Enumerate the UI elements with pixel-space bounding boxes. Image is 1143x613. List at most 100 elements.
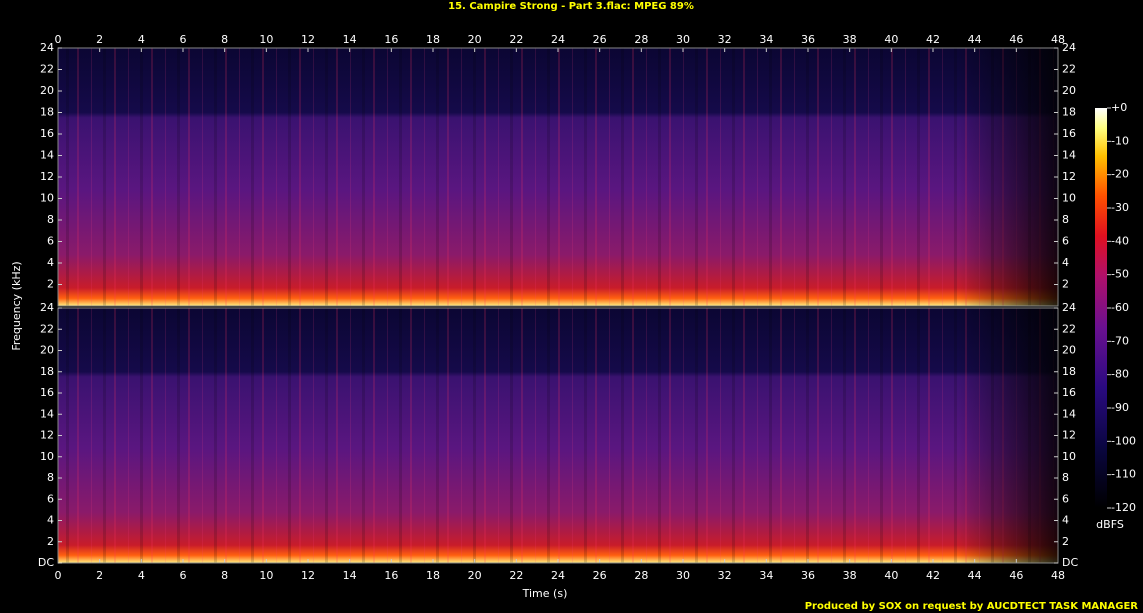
y-tick-label: 10: [1062, 192, 1076, 205]
y-tick-label: 16: [1062, 386, 1076, 399]
y-axis-label: Frequency (kHz): [10, 261, 23, 350]
x-tick-label: 14: [343, 33, 357, 46]
y-tick-label: 8: [47, 471, 54, 484]
y-tick-label: 24: [40, 301, 54, 314]
x-tick-label: 12: [301, 33, 315, 46]
y-tick-label: 24: [1062, 41, 1076, 54]
y-tick-label: 8: [47, 213, 54, 226]
x-tick-label: 46: [1009, 33, 1023, 46]
colorbar-tick-label: -10: [1111, 134, 1129, 147]
x-tick-label: 46: [1009, 569, 1023, 582]
y-tick-label: 2: [47, 278, 54, 291]
x-tick-label: 18: [426, 33, 440, 46]
y-tick-label: 14: [1062, 149, 1076, 162]
y-tick-label: 6: [47, 235, 54, 248]
x-tick-label: 8: [221, 569, 228, 582]
x-tick-label: 36: [801, 569, 815, 582]
x-tick-label: 30: [676, 569, 690, 582]
colorbar-label: dBFS: [1096, 518, 1124, 531]
colorbar-tick-label: -100: [1111, 434, 1136, 447]
y-tick-label: 12: [1062, 429, 1076, 442]
y-tick-label: 24: [1062, 301, 1076, 314]
x-tick-label: 48: [1051, 33, 1065, 46]
y-tick-label: 4: [1062, 514, 1069, 527]
colorbar-tick-label: -90: [1111, 401, 1129, 414]
y-tick-label: 10: [40, 192, 54, 205]
x-tick-label: 0: [55, 33, 62, 46]
y-tick-label: 14: [1062, 407, 1076, 420]
x-tick-label: 22: [509, 33, 523, 46]
x-tick-label: 20: [468, 33, 482, 46]
y-tick-label: 16: [40, 386, 54, 399]
x-tick-label: 14: [343, 569, 357, 582]
y-tick-label: 22: [1062, 322, 1076, 335]
x-tick-label: 12: [301, 569, 315, 582]
x-tick-label: 16: [384, 569, 398, 582]
y-tick-label: 4: [1062, 256, 1069, 269]
y-tick-label: 6: [47, 492, 54, 505]
x-tick-label: 44: [968, 569, 982, 582]
x-tick-label: 8: [221, 33, 228, 46]
x-tick-label: 40: [884, 33, 898, 46]
x-tick-label: 24: [551, 33, 565, 46]
y-tick-label: 22: [1062, 63, 1076, 76]
y-tick-label: 18: [40, 365, 54, 378]
x-tick-label: 44: [968, 33, 982, 46]
y-tick-label: 2: [1062, 278, 1069, 291]
x-tick-label: 48: [1051, 569, 1065, 582]
y-tick-label: 12: [1062, 170, 1076, 183]
y-tick-label: 10: [40, 450, 54, 463]
colorbar-tick-label: -20: [1111, 168, 1129, 181]
x-tick-label: 26: [593, 33, 607, 46]
x-tick-label: 36: [801, 33, 815, 46]
colorbar-tick-label: -120: [1111, 501, 1136, 514]
x-tick-label: 2: [96, 569, 103, 582]
colorbar-tick-label: -60: [1111, 301, 1129, 314]
x-tick-label: 24: [551, 569, 565, 582]
colorbar-tick-label: -50: [1111, 268, 1129, 281]
chart-title: 15. Campire Strong - Part 3.flac: MPEG 8…: [448, 1, 694, 12]
y-tick-label: 10: [1062, 450, 1076, 463]
x-tick-label: 40: [884, 569, 898, 582]
y-tick-label: 8: [1062, 213, 1069, 226]
x-tick-label: 30: [676, 33, 690, 46]
y-tick-label: 18: [40, 106, 54, 119]
y-tick-label: 20: [40, 84, 54, 97]
colorbar-tick-label: -70: [1111, 334, 1129, 347]
x-tick-label: 2: [96, 33, 103, 46]
x-tick-label: 38: [843, 569, 857, 582]
x-tick-label: 28: [634, 569, 648, 582]
y-tick-label: 4: [47, 514, 54, 527]
y-tick-label: 6: [1062, 235, 1069, 248]
y-tick-label: 2: [1062, 535, 1069, 548]
y-tick-label: 18: [1062, 106, 1076, 119]
x-tick-label: 4: [138, 33, 145, 46]
y-tick-label: 2: [47, 535, 54, 548]
x-tick-label: 34: [759, 33, 773, 46]
y-tick-label: 18: [1062, 365, 1076, 378]
colorbar-tick-label: -80: [1111, 368, 1129, 381]
y-tick-label: 22: [40, 63, 54, 76]
colorbar-tick-label: -30: [1111, 201, 1129, 214]
y-tick-label: DC: [38, 556, 54, 569]
footer: Produced by SOX on request by AUCDTECT T…: [805, 601, 1139, 612]
y-tick-label: 16: [40, 127, 54, 140]
x-axis-label: Time (s): [522, 587, 568, 600]
y-tick-label: 8: [1062, 471, 1069, 484]
y-tick-label: 12: [40, 170, 54, 183]
x-tick-label: 10: [259, 569, 273, 582]
y-tick-label: 6: [1062, 492, 1069, 505]
x-tick-label: 32: [718, 33, 732, 46]
x-tick-label: 16: [384, 33, 398, 46]
colorbar-tick-label: -110: [1111, 468, 1136, 481]
y-tick-label: 14: [40, 407, 54, 420]
x-tick-label: 6: [180, 33, 187, 46]
x-tick-label: 42: [926, 569, 940, 582]
y-tick-label: DC: [1062, 556, 1078, 569]
y-tick-label: 14: [40, 149, 54, 162]
y-tick-label: 22: [40, 322, 54, 335]
y-tick-label: 16: [1062, 127, 1076, 140]
spectrogram-bottom: [58, 308, 1058, 563]
x-tick-label: 20: [468, 569, 482, 582]
